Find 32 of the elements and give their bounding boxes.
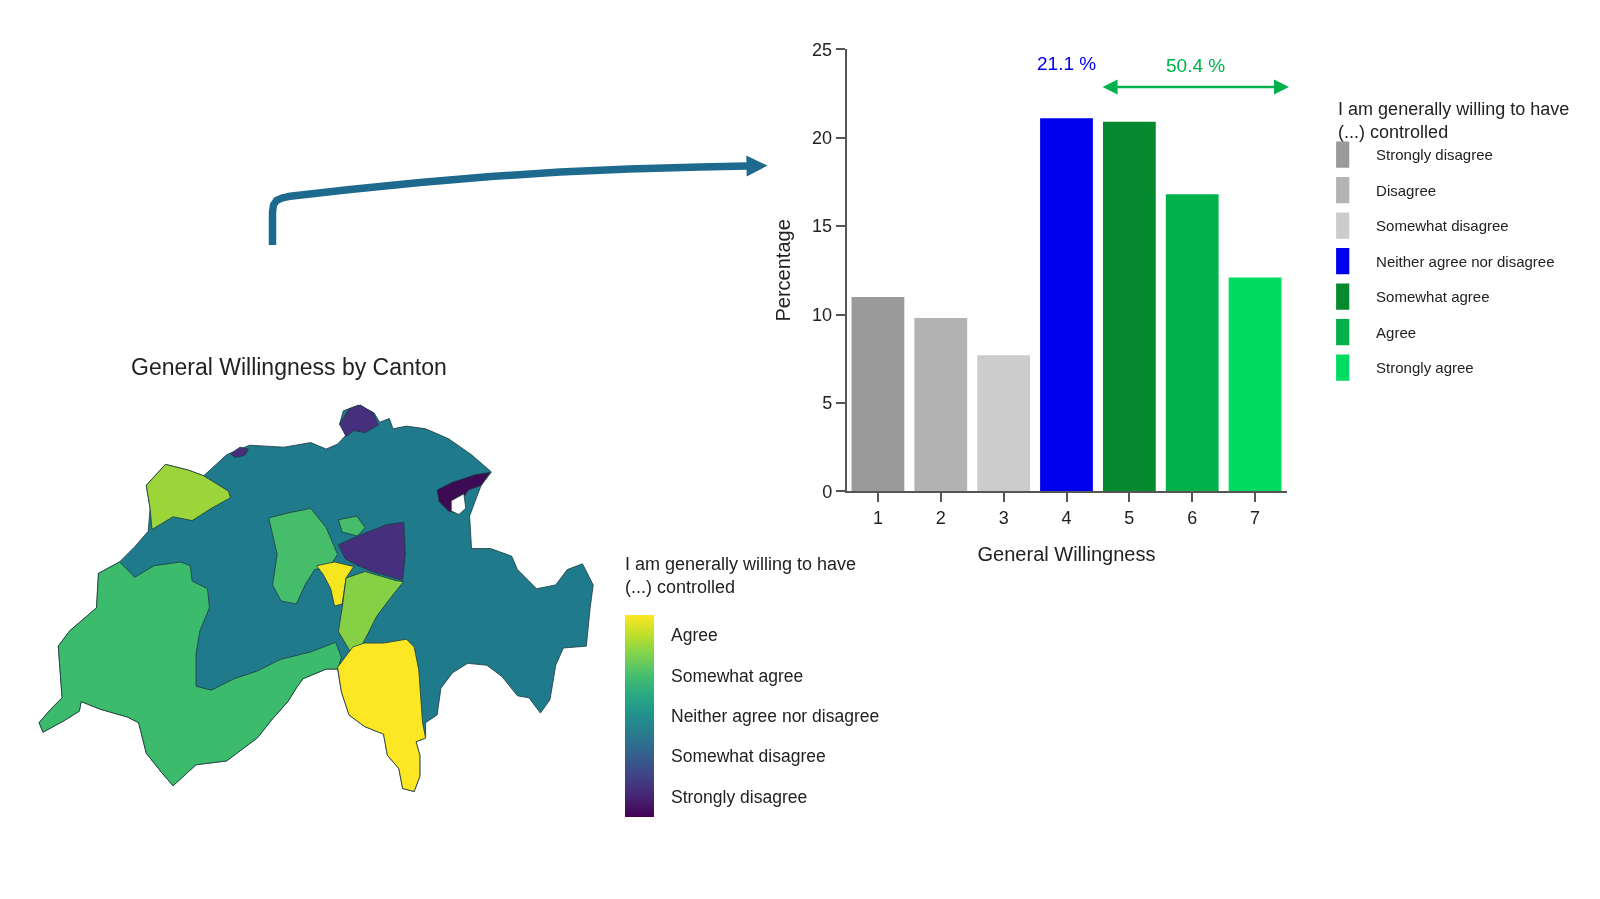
- legend-label: Strongly agree: [1376, 359, 1474, 377]
- legend-label: Disagree: [1376, 181, 1437, 199]
- legend-label: Agree: [1376, 323, 1417, 341]
- color-bar-title: I am generally willing to have (...) controlled: [625, 554, 857, 598]
- text: Somewhat disagree: [671, 746, 826, 766]
- data-label: 21.1 %: [1037, 53, 1097, 74]
- x-tick-label: 2: [935, 507, 946, 528]
- y-axis-title: Percentage: [772, 219, 795, 322]
- y-tick-label: 20: [812, 128, 833, 149]
- y-tick-label: 0: [822, 481, 833, 502]
- y-tick-label: 5: [822, 393, 833, 414]
- text: Agree: [671, 625, 718, 645]
- text: Strongly disagree: [671, 787, 808, 807]
- text: Somewhat agree: [671, 666, 804, 686]
- y-tick-label: 25: [812, 39, 833, 60]
- legend-label: Somewhat agree: [1376, 288, 1490, 306]
- x-tick-label: 7: [1250, 507, 1261, 528]
- text: General Willingness by Canton: [131, 354, 447, 380]
- x-tick-label: 3: [998, 507, 1009, 528]
- legend-title: I am generally willing to have (...) controlled: [1338, 98, 1570, 143]
- x-tick-label: 1: [872, 507, 883, 528]
- x-tick-label: 5: [1124, 507, 1135, 528]
- y-tick-label: 15: [812, 216, 833, 237]
- annotation: 50.4 %: [1166, 55, 1226, 76]
- x-tick-label: 6: [1187, 507, 1198, 528]
- legend-label: Strongly disagree: [1376, 146, 1493, 164]
- x-axis-title: General Willingness: [977, 542, 1156, 565]
- legend-label: Somewhat disagree: [1376, 217, 1509, 235]
- y-tick-label: 10: [812, 304, 833, 325]
- x-tick-label: 4: [1061, 507, 1072, 528]
- text: Neither agree nor disagree: [671, 706, 880, 726]
- legend-label: Neither agree nor disagree: [1376, 252, 1555, 270]
